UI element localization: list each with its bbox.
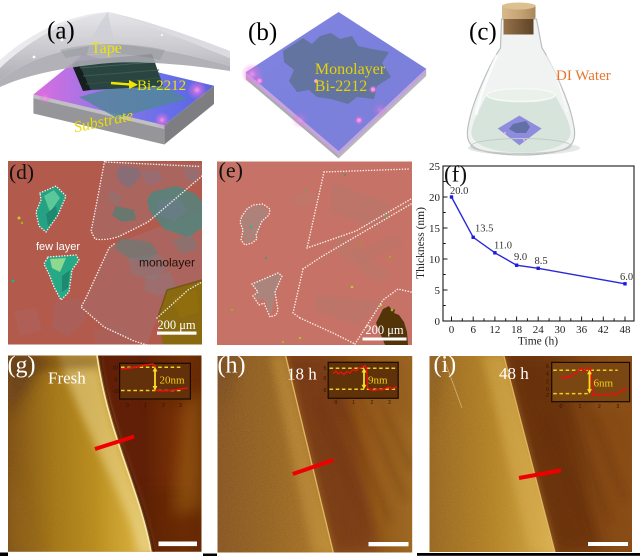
svg-text:20: 20 [429, 192, 441, 204]
svg-text:36: 36 [576, 324, 588, 336]
svg-text:12: 12 [489, 324, 500, 336]
svg-text:0: 0 [324, 376, 327, 382]
svg-text:13.5: 13.5 [475, 224, 493, 235]
svg-text:0: 0 [435, 316, 441, 328]
svg-text:48 h: 48 h [499, 364, 529, 383]
svg-text:6nm: 6nm [594, 378, 614, 390]
svg-text:200 μm: 200 μm [365, 323, 404, 337]
svg-text:48: 48 [620, 324, 632, 336]
svg-text:Thickness (nm): Thickness (nm) [415, 207, 427, 279]
svg-text:0: 0 [560, 404, 563, 410]
svg-text:5: 5 [324, 366, 327, 372]
svg-text:1: 1 [144, 403, 147, 409]
svg-text:1: 1 [352, 400, 355, 406]
svg-text:9.0: 9.0 [514, 252, 527, 263]
svg-text:24: 24 [533, 324, 545, 336]
svg-text:0: 0 [115, 378, 118, 384]
svg-text:6: 6 [470, 324, 476, 336]
svg-text:Fresh: Fresh [48, 369, 86, 388]
svg-text:-5: -5 [322, 388, 327, 394]
svg-text:10: 10 [113, 366, 119, 372]
svg-text:(e): (e) [219, 158, 243, 183]
svg-text:0: 0 [335, 400, 338, 406]
svg-text:1: 1 [579, 404, 582, 410]
svg-text:6: 6 [546, 364, 549, 370]
svg-text:10: 10 [429, 254, 441, 266]
svg-text:(f): (f) [444, 162, 467, 187]
svg-text:0: 0 [546, 387, 549, 393]
svg-text:3: 3 [617, 404, 620, 410]
svg-text:9nm: 9nm [368, 375, 388, 387]
svg-text:-10: -10 [112, 389, 119, 395]
svg-text:5: 5 [435, 285, 441, 297]
svg-text:8.5: 8.5 [535, 256, 548, 267]
svg-text:DI Water: DI Water [556, 68, 611, 84]
svg-text:(i): (i) [434, 352, 457, 378]
svg-text:20nm: 20nm [160, 375, 186, 387]
svg-text:11.0: 11.0 [494, 241, 512, 252]
svg-text:20.0: 20.0 [450, 186, 468, 197]
svg-text:(d): (d) [9, 160, 34, 184]
svg-text:(h): (h) [218, 353, 246, 379]
svg-text:2: 2 [162, 403, 165, 409]
svg-text:18 h: 18 h [287, 365, 317, 384]
svg-text:2: 2 [598, 404, 601, 410]
svg-text:2: 2 [371, 400, 374, 406]
svg-text:monolayer: monolayer [139, 256, 195, 270]
svg-text:Bi-2212: Bi-2212 [137, 78, 186, 94]
svg-text:200 μm: 200 μm [157, 318, 196, 332]
svg-text:3: 3 [179, 403, 182, 409]
svg-text:0: 0 [449, 324, 455, 336]
svg-text:(c): (c) [469, 19, 497, 46]
svg-text:25: 25 [429, 161, 441, 173]
svg-text:30: 30 [554, 324, 566, 336]
svg-text:Bi-2212: Bi-2212 [315, 78, 367, 95]
svg-text:15: 15 [429, 223, 441, 235]
svg-text:4: 4 [546, 372, 549, 378]
svg-text:6.0: 6.0 [620, 272, 633, 283]
svg-text:42: 42 [598, 324, 609, 336]
svg-text:18: 18 [511, 324, 523, 336]
svg-text:(b): (b) [248, 19, 277, 46]
svg-text:few layer: few layer [36, 241, 80, 253]
svg-text:2: 2 [546, 380, 549, 386]
svg-text:Time (h): Time (h) [518, 336, 558, 348]
svg-text:-2: -2 [545, 393, 550, 399]
svg-text:0: 0 [126, 403, 129, 409]
svg-text:3: 3 [388, 400, 391, 406]
svg-text:Monolayer: Monolayer [315, 61, 386, 78]
svg-text:(g): (g) [8, 353, 36, 379]
svg-text:Tape: Tape [91, 40, 122, 57]
svg-text:(a): (a) [47, 18, 75, 45]
